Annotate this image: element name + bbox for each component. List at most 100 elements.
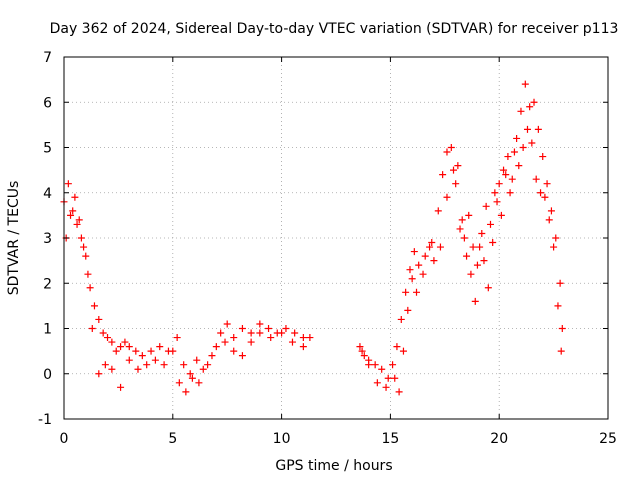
data-point bbox=[521, 80, 529, 88]
data-point bbox=[532, 175, 540, 183]
x-tick-label: 20 bbox=[490, 431, 508, 447]
data-point bbox=[188, 374, 196, 382]
data-point bbox=[95, 315, 103, 323]
data-point bbox=[399, 347, 407, 355]
data-point bbox=[447, 144, 455, 151]
data-point bbox=[90, 302, 98, 310]
data-point bbox=[247, 329, 255, 337]
data-point bbox=[134, 365, 142, 373]
data-point bbox=[465, 211, 473, 219]
data-point bbox=[450, 166, 458, 174]
data-point bbox=[147, 347, 155, 355]
data-point bbox=[384, 374, 392, 382]
data-point bbox=[64, 180, 72, 188]
data-point bbox=[428, 239, 436, 247]
data-point bbox=[180, 361, 188, 369]
data-point bbox=[143, 361, 151, 369]
data-point bbox=[482, 202, 490, 210]
data-point bbox=[112, 347, 120, 355]
data-point bbox=[430, 257, 438, 265]
data-point bbox=[480, 257, 488, 265]
data-point bbox=[230, 347, 238, 355]
data-point bbox=[486, 220, 494, 228]
data-point bbox=[238, 352, 246, 360]
data-point bbox=[469, 243, 477, 251]
y-tick-label: 5 bbox=[43, 141, 52, 157]
data-point bbox=[443, 193, 451, 201]
data-point bbox=[545, 216, 553, 224]
data-point bbox=[406, 266, 414, 274]
data-point bbox=[195, 379, 203, 387]
data-point bbox=[117, 383, 125, 391]
data-point bbox=[497, 211, 505, 219]
data-point bbox=[519, 144, 527, 151]
data-point bbox=[397, 315, 405, 323]
data-point bbox=[537, 189, 545, 197]
data-point bbox=[175, 379, 183, 387]
data-point bbox=[463, 252, 471, 260]
data-point bbox=[230, 334, 238, 342]
data-point bbox=[552, 234, 560, 242]
data-point bbox=[117, 343, 125, 351]
data-point bbox=[484, 284, 492, 292]
axis-ticks bbox=[63, 56, 609, 420]
data-point bbox=[247, 338, 255, 346]
data-point bbox=[267, 334, 275, 342]
data-point bbox=[547, 207, 555, 215]
data-point bbox=[212, 343, 220, 351]
data-point bbox=[217, 329, 225, 337]
data-point bbox=[395, 388, 403, 396]
data-point bbox=[356, 343, 364, 351]
x-tick-label: 0 bbox=[60, 431, 69, 447]
x-tick-label: 15 bbox=[381, 431, 399, 447]
data-point bbox=[95, 370, 103, 378]
data-point bbox=[160, 361, 168, 369]
data-point bbox=[108, 365, 116, 373]
data-point bbox=[182, 388, 190, 396]
data-point bbox=[373, 379, 381, 387]
data-point bbox=[389, 361, 397, 369]
data-point bbox=[421, 252, 429, 260]
data-point bbox=[436, 243, 444, 251]
data-point bbox=[82, 252, 90, 260]
data-point bbox=[86, 284, 94, 292]
y-axis-label: SDTVAR / TECUs bbox=[6, 181, 22, 296]
data-point bbox=[413, 288, 421, 296]
data-point bbox=[558, 325, 566, 332]
data-point bbox=[186, 370, 194, 378]
x-tick-label: 5 bbox=[168, 431, 177, 447]
data-point bbox=[504, 153, 512, 161]
data-point bbox=[495, 180, 503, 188]
data-point bbox=[108, 338, 116, 346]
chart-title: Day 362 of 2024, Sidereal Day-to-day VTE… bbox=[50, 21, 619, 37]
data-point bbox=[557, 347, 565, 355]
data-point bbox=[402, 288, 410, 296]
data-point bbox=[473, 261, 481, 269]
data-point bbox=[458, 216, 466, 224]
data-point bbox=[84, 270, 92, 278]
x-tick-label: 25 bbox=[599, 431, 617, 447]
data-point bbox=[471, 297, 479, 305]
data-point bbox=[543, 180, 551, 188]
data-point bbox=[265, 325, 273, 332]
data-point bbox=[530, 98, 538, 106]
data-point bbox=[238, 325, 246, 332]
data-point bbox=[291, 329, 299, 337]
data-point bbox=[80, 243, 88, 251]
data-point bbox=[288, 338, 296, 346]
data-point bbox=[476, 243, 484, 251]
data-point bbox=[513, 134, 521, 142]
data-point bbox=[517, 107, 525, 115]
data-point bbox=[443, 148, 451, 156]
data-point bbox=[493, 198, 501, 206]
data-series bbox=[60, 80, 566, 396]
data-point bbox=[306, 334, 314, 342]
data-point bbox=[204, 361, 212, 369]
data-point bbox=[439, 171, 447, 179]
data-point bbox=[502, 171, 510, 179]
data-point bbox=[415, 261, 423, 269]
data-point bbox=[138, 352, 146, 360]
data-point bbox=[156, 343, 164, 351]
y-tick-label: 4 bbox=[43, 186, 52, 202]
